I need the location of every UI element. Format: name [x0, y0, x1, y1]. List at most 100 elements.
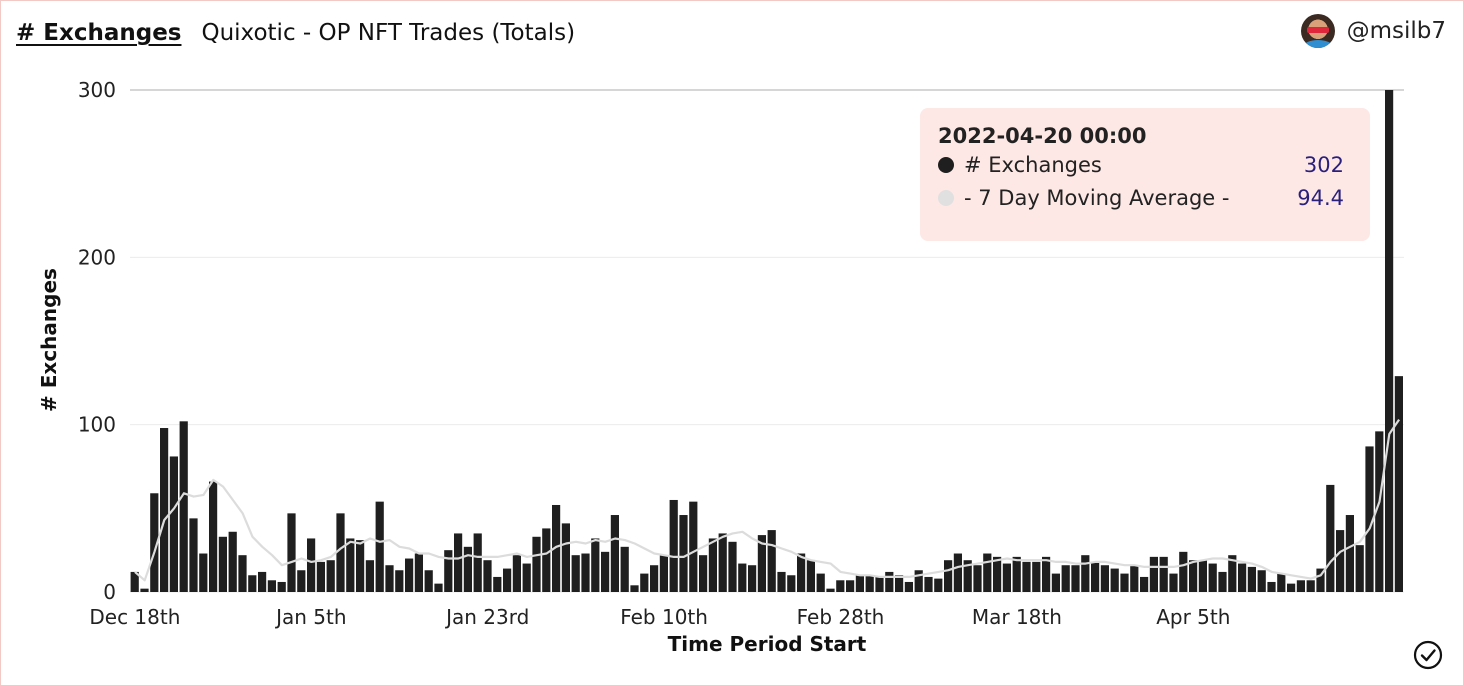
bar[interactable]: [973, 565, 982, 592]
bar[interactable]: [659, 555, 668, 592]
bar[interactable]: [1257, 570, 1266, 592]
bar[interactable]: [895, 575, 904, 592]
bar[interactable]: [542, 528, 551, 592]
bar[interactable]: [846, 580, 855, 592]
bar[interactable]: [571, 555, 580, 592]
bar[interactable]: [718, 533, 727, 592]
bars[interactable]: [130, 90, 1403, 592]
bar[interactable]: [1081, 555, 1090, 592]
bar[interactable]: [209, 481, 218, 592]
bar[interactable]: [1071, 565, 1080, 592]
bar[interactable]: [444, 550, 453, 592]
bar[interactable]: [797, 553, 806, 592]
bar[interactable]: [620, 546, 629, 592]
bar[interactable]: [473, 533, 482, 592]
bar[interactable]: [248, 575, 257, 592]
bar[interactable]: [1140, 576, 1149, 592]
bar[interactable]: [356, 540, 365, 592]
bar[interactable]: [160, 428, 169, 592]
bar[interactable]: [189, 518, 198, 592]
bar[interactable]: [552, 504, 561, 592]
bar[interactable]: [1032, 561, 1041, 592]
bar[interactable]: [493, 576, 502, 592]
bar[interactable]: [316, 561, 325, 592]
bar[interactable]: [1336, 530, 1345, 592]
bar[interactable]: [748, 565, 757, 592]
bar[interactable]: [777, 571, 786, 592]
bar[interactable]: [424, 570, 433, 592]
avatar[interactable]: [1300, 14, 1335, 48]
bar[interactable]: [689, 501, 698, 592]
chart-name-link[interactable]: # Exchanges: [16, 20, 182, 46]
bar[interactable]: [1287, 583, 1296, 592]
bar[interactable]: [1100, 565, 1109, 592]
bar[interactable]: [1277, 573, 1286, 592]
bar[interactable]: [640, 573, 649, 592]
bar[interactable]: [483, 560, 492, 592]
bar[interactable]: [1198, 560, 1207, 592]
bar[interactable]: [307, 538, 316, 592]
bar[interactable]: [914, 570, 923, 592]
bar[interactable]: [287, 513, 296, 592]
bar[interactable]: [669, 499, 678, 592]
bar[interactable]: [140, 588, 149, 592]
bar[interactable]: [699, 555, 708, 592]
bar[interactable]: [414, 553, 423, 592]
bar[interactable]: [963, 560, 972, 592]
author-link[interactable]: @msilb7: [1300, 14, 1446, 48]
bar[interactable]: [385, 565, 394, 592]
bar[interactable]: [1238, 563, 1247, 592]
bar[interactable]: [434, 583, 443, 592]
bar[interactable]: [179, 421, 188, 592]
bar[interactable]: [277, 581, 286, 592]
bar[interactable]: [395, 570, 404, 592]
bar[interactable]: [130, 571, 139, 592]
bar[interactable]: [728, 541, 737, 592]
bar[interactable]: [953, 553, 962, 592]
bar[interactable]: [1316, 568, 1325, 592]
bar[interactable]: [512, 555, 521, 592]
bar[interactable]: [199, 553, 208, 592]
bar[interactable]: [1208, 563, 1217, 592]
bar[interactable]: [169, 456, 178, 592]
bar[interactable]: [1247, 566, 1256, 592]
bar[interactable]: [885, 571, 894, 592]
bar[interactable]: [1042, 556, 1051, 592]
bar[interactable]: [836, 580, 845, 592]
bar[interactable]: [454, 533, 463, 592]
bar[interactable]: [522, 563, 531, 592]
bar[interactable]: [904, 581, 913, 592]
bar[interactable]: [1061, 565, 1070, 592]
bar[interactable]: [983, 553, 992, 592]
bar[interactable]: [993, 556, 1002, 592]
bar[interactable]: [1326, 484, 1335, 592]
bar[interactable]: [297, 570, 306, 592]
bar[interactable]: [1051, 573, 1060, 592]
bar[interactable]: [875, 576, 884, 592]
bar[interactable]: [787, 575, 796, 592]
bar[interactable]: [855, 575, 864, 592]
bar[interactable]: [1149, 556, 1158, 592]
bar[interactable]: [816, 573, 825, 592]
bar[interactable]: [738, 563, 747, 592]
bar[interactable]: [944, 560, 953, 592]
bar[interactable]: [1365, 446, 1374, 592]
bar[interactable]: [1091, 561, 1100, 592]
bar[interactable]: [1169, 573, 1178, 592]
bar[interactable]: [601, 551, 610, 592]
bar[interactable]: [1002, 563, 1011, 592]
bar[interactable]: [581, 553, 590, 592]
bar[interactable]: [1159, 556, 1168, 592]
bar[interactable]: [1012, 556, 1021, 592]
bar[interactable]: [1218, 571, 1227, 592]
bar[interactable]: [463, 546, 472, 592]
check-circle-icon[interactable]: [1413, 640, 1443, 670]
bar[interactable]: [1345, 515, 1354, 592]
bar[interactable]: [1120, 573, 1129, 592]
bar[interactable]: [228, 531, 237, 592]
bar[interactable]: [336, 513, 345, 592]
bar[interactable]: [405, 558, 414, 592]
bar[interactable]: [1179, 551, 1188, 592]
bar[interactable]: [924, 576, 933, 592]
bar[interactable]: [650, 565, 659, 592]
